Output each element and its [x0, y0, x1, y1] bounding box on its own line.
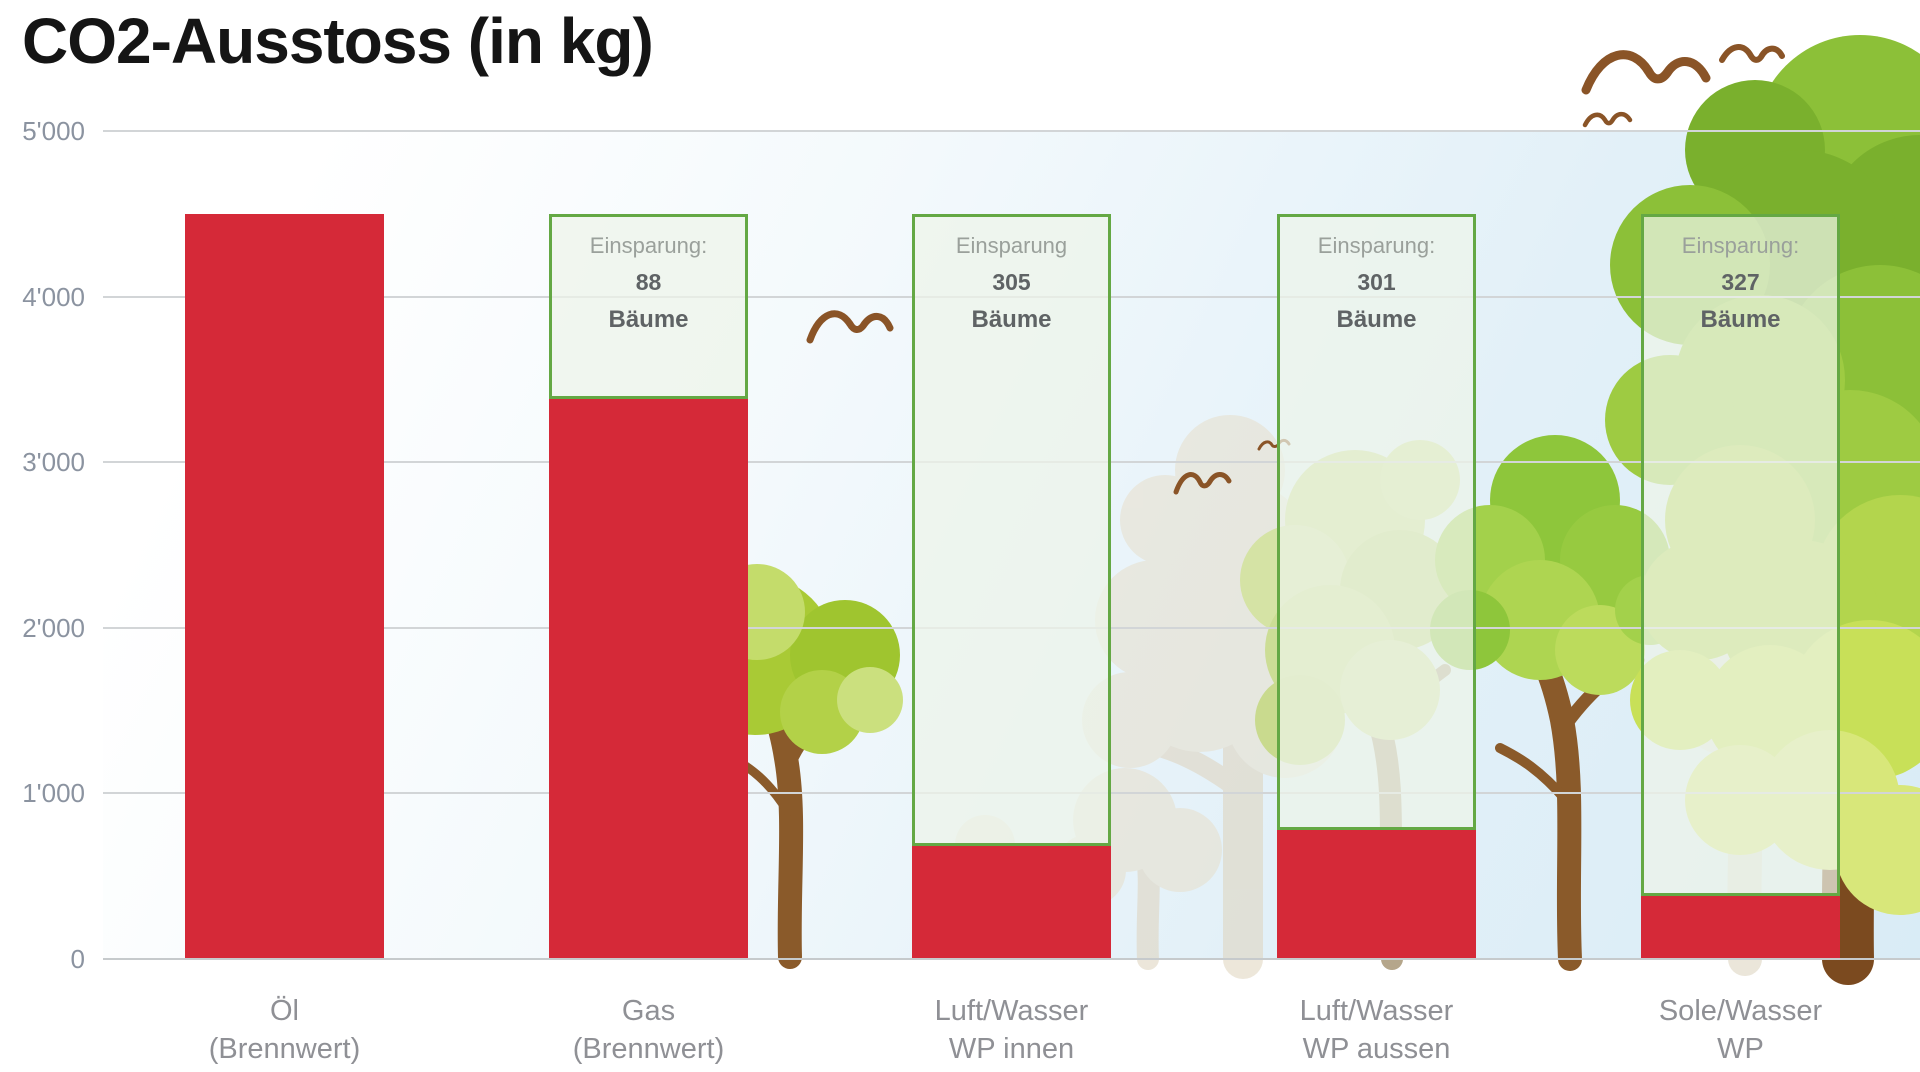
- savings-label: Einsparung: [955, 232, 1068, 258]
- savings-trees-count: 88: [635, 268, 662, 295]
- category-line1: Gas: [621, 995, 676, 1027]
- chart-title: CO2-Ausstoss (in kg): [22, 5, 654, 77]
- savings-trees-count: 305: [992, 268, 1031, 295]
- y-tick-label: 1'000: [22, 778, 85, 808]
- savings-trees-count: 301: [1357, 268, 1396, 295]
- category-label: Öl (Brennwert): [105, 992, 464, 1068]
- category-label: Luft/Wasser WP innen: [832, 992, 1191, 1068]
- savings-box: Einsparung: 301 Bäume: [1277, 213, 1476, 830]
- gridline-0: [103, 958, 1920, 960]
- bar-sole-wasser: [1641, 892, 1840, 958]
- y-tick-label: 5'000: [22, 116, 85, 146]
- savings-label: Einsparung:: [589, 232, 708, 258]
- savings-trees-count: 327: [1721, 268, 1760, 295]
- y-tick-label: 3'000: [22, 447, 85, 477]
- category-line2: WP: [1717, 1033, 1764, 1065]
- y-tick-label: 4'000: [22, 282, 85, 312]
- savings-label: Einsparung:: [1317, 232, 1436, 258]
- bird-icons: [806, 44, 1785, 495]
- bird-icon-center: [806, 310, 894, 344]
- bar--l: [185, 213, 384, 958]
- gridline-5'000: [103, 130, 1920, 132]
- category-label: Gas (Brennwert): [469, 992, 828, 1068]
- savings-trees-unit: Bäume: [608, 305, 689, 333]
- y-tick-label: 0: [70, 944, 85, 974]
- bird-icon-small-top: [1582, 111, 1633, 128]
- savings-trees-unit: Bäume: [1700, 305, 1781, 333]
- bar-luft-wasser: [912, 843, 1111, 958]
- bird-icon-large: [1581, 50, 1711, 95]
- savings-label: Einsparung:: [1681, 232, 1800, 258]
- category-line2: (Brennwert): [572, 1033, 725, 1065]
- savings-box: Einsparung: 88 Bäume: [549, 213, 748, 399]
- category-line1: Sole/Wasser: [1658, 995, 1823, 1027]
- category-label: Sole/Wasser WP: [1561, 992, 1920, 1068]
- bird-icon-right-mid: [1173, 472, 1232, 495]
- savings-trees-unit: Bäume: [971, 305, 1052, 333]
- bird-icon-medium: [1719, 44, 1785, 63]
- y-tick-label: 2'000: [22, 613, 85, 643]
- category-line1: Luft/Wasser: [1299, 995, 1454, 1027]
- bar-gas: [549, 395, 748, 958]
- category-line1: Öl: [270, 995, 299, 1027]
- category-line2: WP innen: [948, 1033, 1075, 1065]
- savings-box: Einsparung: 327 Bäume: [1641, 213, 1840, 896]
- savings-trees-unit: Bäume: [1336, 305, 1417, 333]
- category-line2: WP aussen: [1302, 1033, 1451, 1065]
- category-line1: Luft/Wasser: [934, 995, 1089, 1027]
- category-line2: (Brennwert): [208, 1033, 361, 1065]
- category-label: Luft/Wasser WP aussen: [1197, 992, 1556, 1068]
- bar-luft-wasser: [1277, 826, 1476, 958]
- savings-box: Einsparung 305 Bäume: [912, 213, 1111, 847]
